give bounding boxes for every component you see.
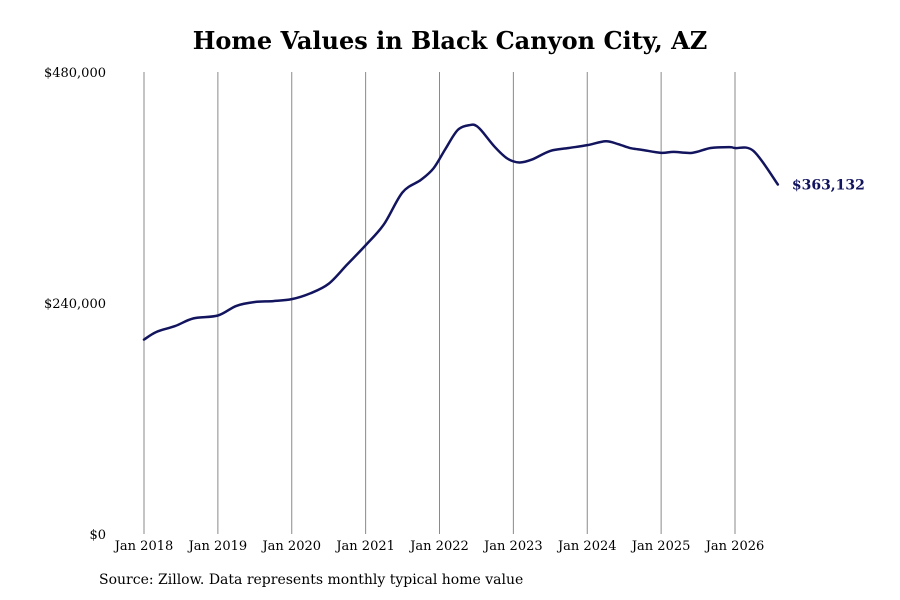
chart-title: Home Values in Black Canyon City, AZ [192,26,708,55]
x-tick-label: Jan 2024 [556,539,617,554]
x-tick-label: Jan 2026 [704,539,765,554]
source-note: Source: Zillow. Data represents monthly … [99,572,524,588]
series-lines [142,123,780,341]
x-tick-label: Jan 2019 [187,539,248,554]
x-tick-label: Jan 2018 [113,539,174,554]
y-tick-label: $480,000 [44,66,106,81]
x-tick-label: Jan 2025 [630,539,691,554]
x-tick-label: Jan 2021 [334,539,395,554]
x-tick-label: Jan 2023 [482,539,543,554]
vertical-gridlines [143,72,736,534]
x-axis-tick-labels: Jan 2018 Jan 2019 Jan 2020 Jan 2021 Jan 2022… [113,539,765,554]
series-line-0 [142,123,780,341]
y-tick-label: $0 [89,528,106,543]
x-tick-label: Jan 2022 [408,539,469,554]
y-axis-tick-labels: $0 $240,000 $480,000 [44,66,106,543]
x-tick-label: Jan 2020 [260,539,321,554]
y-tick-label: $240,000 [44,297,106,312]
end-value-label: $363,132 [792,177,865,193]
